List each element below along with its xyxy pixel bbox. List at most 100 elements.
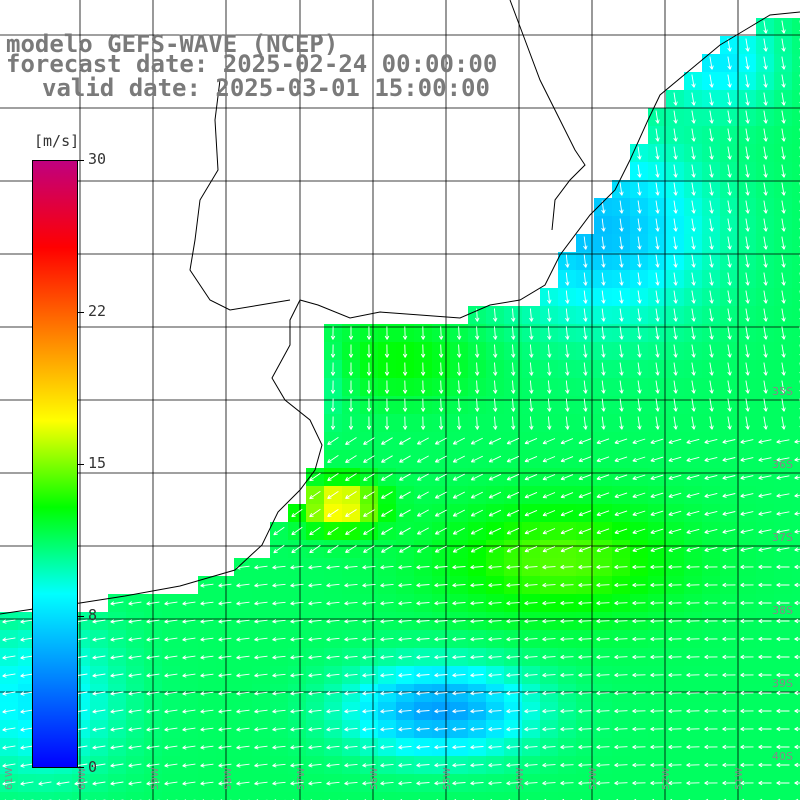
wind-arrow: [524, 745, 538, 750]
wind-arrow: [632, 618, 646, 624]
wind-arrow: [709, 182, 714, 196]
wind-arrow: [709, 218, 714, 232]
wind-arrow: [326, 691, 340, 696]
wind-arrow: [578, 474, 592, 481]
speed-cell: [198, 792, 216, 800]
wind-arrow: [470, 691, 484, 696]
wind-arrow: [200, 601, 214, 606]
wind-arrow: [776, 672, 790, 678]
colorbar-tick-mark: [78, 160, 84, 161]
wind-arrow: [380, 673, 394, 678]
wind-arrow: [668, 492, 682, 499]
speed-cell: [792, 36, 800, 54]
wind-arrow: [529, 380, 534, 394]
lat-label: 36S: [772, 458, 793, 471]
wind-arrow: [488, 601, 502, 606]
wind-arrow: [470, 709, 484, 714]
wind-arrow: [673, 164, 678, 178]
wind-arrow: [596, 726, 610, 732]
wind-arrow: [381, 509, 393, 517]
wind-arrow: [254, 781, 268, 786]
wind-arrow: [20, 709, 34, 714]
wind-arrow: [655, 326, 660, 340]
wind-arrow: [722, 493, 736, 498]
wind-arrow: [416, 509, 429, 517]
wind-arrow: [506, 637, 520, 642]
wind-arrow: [781, 236, 786, 250]
wind-arrow: [763, 146, 768, 160]
wind-arrow: [745, 380, 750, 394]
title-valid-date: valid date: 2025-03-01 15:00:00: [42, 74, 490, 102]
wind-arrow: [2, 655, 16, 660]
wind-arrow: [416, 565, 430, 570]
wind-arrow: [794, 672, 800, 678]
wind-arrow: [740, 600, 754, 606]
wind-arrow: [470, 455, 484, 463]
wind-arrow: [309, 544, 321, 554]
wind-arrow: [493, 344, 498, 358]
wind-arrow: [704, 762, 718, 768]
wind-arrow: [438, 326, 444, 340]
wind-arrow: [668, 690, 682, 696]
lon-label: 61W: [4, 767, 15, 790]
wind-arrow: [488, 509, 502, 517]
wind-arrow: [506, 619, 520, 624]
wind-arrow: [709, 236, 714, 250]
wind-arrow: [309, 490, 321, 500]
wind-arrow: [776, 493, 790, 498]
wind-arrow: [164, 727, 178, 732]
wind-arrow: [493, 416, 498, 430]
speed-cell: [612, 792, 630, 800]
wind-arrow: [542, 636, 556, 642]
wind-arrow: [673, 290, 678, 304]
wind-arrow: [650, 690, 664, 696]
wind-arrow: [529, 308, 534, 322]
wind-arrow: [601, 218, 606, 232]
wind-arrow: [308, 781, 322, 786]
wind-arrow: [420, 362, 426, 376]
wind-arrow: [326, 781, 340, 786]
wind-arrow: [254, 727, 268, 732]
wind-arrow: [452, 509, 466, 517]
wind-arrow: [506, 709, 520, 714]
wind-arrow: [763, 380, 768, 394]
wind-arrow: [691, 254, 696, 268]
wind-arrow: [542, 690, 556, 696]
wind-arrow: [686, 582, 700, 588]
speed-cell: [792, 288, 800, 306]
wind-arrow: [758, 600, 772, 606]
wind-arrow: [709, 326, 714, 340]
wind-arrow: [614, 762, 628, 768]
wind-arrow: [362, 619, 376, 624]
wind-arrow: [475, 380, 480, 394]
wind-arrow: [601, 344, 606, 358]
wind-arrow: [619, 326, 624, 340]
wind-arrow: [619, 272, 624, 286]
colorbar-tick-mark: [78, 464, 84, 465]
wind-arrow: [794, 654, 800, 660]
wind-arrow: [691, 308, 696, 322]
wind-arrow: [416, 781, 430, 786]
wind-arrow: [506, 745, 520, 750]
wind-arrow: [727, 236, 732, 250]
wind-arrow: [673, 200, 678, 214]
wind-arrow: [434, 473, 447, 481]
wind-arrow: [542, 474, 556, 481]
wind-arrow: [686, 636, 700, 642]
wind-arrow: [560, 618, 574, 624]
wind-arrow: [727, 56, 732, 70]
wind-arrow: [542, 780, 556, 786]
wind-arrow: [236, 637, 250, 642]
wind-arrow: [578, 780, 592, 786]
wind-arrow: [691, 290, 696, 304]
wind-arrow: [402, 344, 408, 358]
colorbar-tick-mark: [78, 312, 84, 313]
wind-arrow: [637, 416, 642, 430]
wind-arrow: [434, 781, 448, 786]
wind-arrow: [578, 456, 592, 463]
wind-arrow: [381, 545, 393, 553]
wind-arrow: [727, 380, 732, 394]
wind-arrow: [398, 601, 412, 606]
wind-arrow: [348, 380, 354, 394]
wind-arrow: [398, 673, 412, 678]
